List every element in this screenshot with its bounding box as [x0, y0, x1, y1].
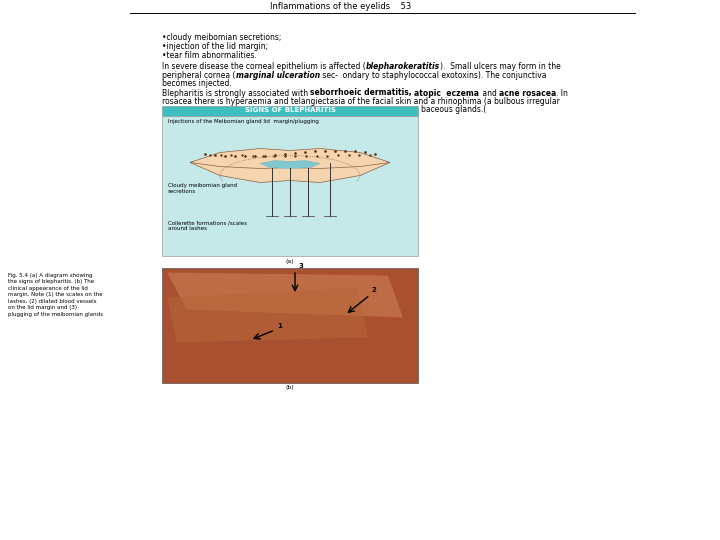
Text: Collerette formations /scales
around lashes: Collerette formations /scales around las…: [168, 220, 247, 231]
Text: •cloudy meibomian secretions;: •cloudy meibomian secretions;: [162, 33, 282, 42]
Text: Injections of the Meibomian gland lid  margin/plugging: Injections of the Meibomian gland lid ma…: [168, 118, 319, 124]
Polygon shape: [260, 160, 320, 168]
Bar: [162, 267, 418, 382]
Polygon shape: [190, 157, 390, 183]
Bar: [162, 105, 418, 116]
Text: •tear film abnormalities.: •tear film abnormalities.: [162, 51, 257, 60]
Text: Fig. 5.4 (a) A diagram showing
the signs of blepharitis. (b) The
clinical appear: Fig. 5.4 (a) A diagram showing the signs…: [8, 273, 103, 317]
Text: baceous glands.(: baceous glands.(: [421, 105, 486, 114]
Text: (a): (a): [286, 259, 294, 264]
Polygon shape: [167, 287, 368, 342]
Text: 1: 1: [277, 323, 282, 329]
Text: rosacea there is hyperaemia and telangiectasia of the facial skin and a rhinophi: rosacea there is hyperaemia and telangie…: [162, 97, 560, 106]
Text: ).  Small ulcers may form in the: ). Small ulcers may form in the: [440, 62, 561, 71]
Text: sec-  ondary to staphylococcal exotoxins). The conjunctiva: sec- ondary to staphylococcal exotoxins)…: [320, 71, 546, 79]
Text: 3: 3: [299, 263, 304, 269]
Polygon shape: [190, 157, 390, 170]
Text: (b): (b): [286, 386, 294, 390]
Text: seborrhoeic dermatitis,: seborrhoeic dermatitis,: [310, 89, 412, 98]
Text: marginal ulceration: marginal ulceration: [235, 71, 320, 79]
Text: blepharokeratitis: blepharokeratitis: [366, 62, 440, 71]
Text: becomes injected.: becomes injected.: [162, 79, 232, 88]
Text: peripheral cornea (: peripheral cornea (: [162, 71, 235, 79]
Text: and: and: [480, 89, 499, 98]
Text: acne rosacea: acne rosacea: [499, 89, 556, 98]
Text: . In: . In: [556, 89, 568, 98]
Text: In severe disease the corneal epithelium is affected (: In severe disease the corneal epithelium…: [162, 62, 366, 71]
Text: SIGNS OF BLEPHARITIS: SIGNS OF BLEPHARITIS: [245, 107, 336, 113]
Text: 2: 2: [372, 287, 377, 293]
Polygon shape: [167, 273, 403, 318]
Text: •injection of the lid margin;: •injection of the lid margin;: [162, 42, 268, 51]
Polygon shape: [190, 148, 390, 168]
Text: Inflammations of the eyelids    53: Inflammations of the eyelids 53: [270, 2, 411, 11]
Text: atopic  eczema: atopic eczema: [415, 89, 480, 98]
Bar: [162, 116, 418, 255]
Text: Cloudy meibomian gland
secretions: Cloudy meibomian gland secretions: [168, 184, 237, 194]
Text: Blepharitis is strongly associated with: Blepharitis is strongly associated with: [162, 89, 310, 98]
